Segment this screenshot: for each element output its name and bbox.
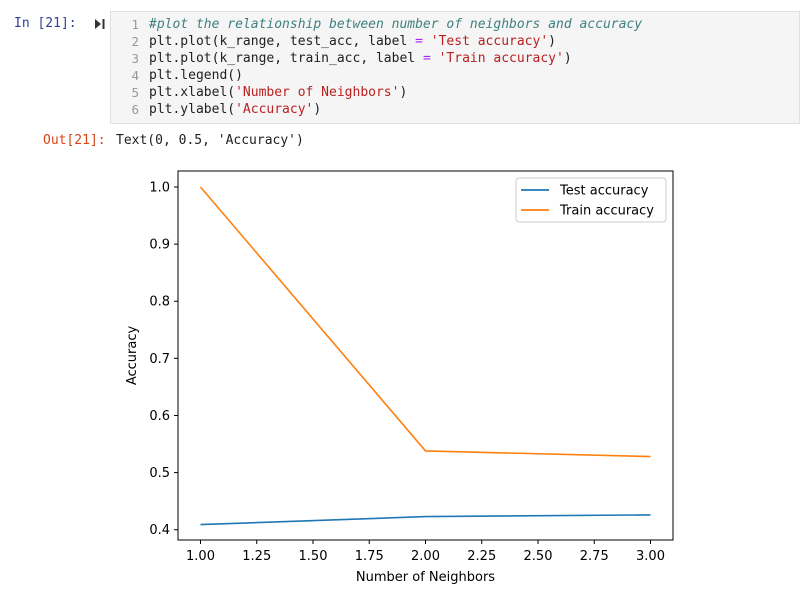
x-tick-label: 2.25 <box>467 549 496 564</box>
legend-label: Train accuracy <box>559 204 654 219</box>
code-token: 'Test accuracy' <box>430 34 549 49</box>
code-token: plt.xlabel( <box>149 85 236 100</box>
legend-label: Test accuracy <box>559 184 649 199</box>
x-tick-label: 1.50 <box>299 549 328 564</box>
x-tick-label: 2.00 <box>411 549 440 564</box>
plot-area <box>178 171 673 540</box>
train-accuracy-line <box>199 186 651 458</box>
x-tick-label: 1.25 <box>242 549 271 564</box>
x-tick-label: 3.00 <box>636 549 665 564</box>
code-token: 'Number of Neighbors' <box>235 85 400 100</box>
legend-box <box>515 177 667 223</box>
code-line: plt.plot(k_range, train_acc, label = 'Tr… <box>149 50 572 67</box>
code-token: 'Train accuracy' <box>438 51 564 66</box>
code-token: plt.plot(k_range, test_acc, label <box>149 34 416 49</box>
input-prompt: In [21]: <box>14 16 77 31</box>
code-token: plt.ylabel( <box>149 102 236 117</box>
legend: Test accuracy Train accuracy <box>515 177 667 223</box>
y-tick-label: 0.9 <box>149 238 170 253</box>
code-line: #plot the relationship between number of… <box>149 16 642 33</box>
y-tick-label: 0.5 <box>149 466 170 481</box>
code-token: = <box>422 51 431 66</box>
y-tick-label: 1.0 <box>149 180 170 195</box>
output-text: Text(0, 0.5, 'Accuracy') <box>116 133 304 148</box>
x-tick-label: 2.75 <box>580 549 609 564</box>
x-tick-label: 1.00 <box>186 549 215 564</box>
test-accuracy-line <box>200 514 651 526</box>
code-line: plt.xlabel('Number of Neighbors') <box>149 84 407 101</box>
line-number: 2 <box>131 34 139 49</box>
code-token: #plot the relationship between number of… <box>149 17 643 32</box>
line-number: 1 <box>131 17 139 32</box>
y-tick-label: 0.8 <box>149 295 170 310</box>
line-number: 4 <box>131 68 139 83</box>
output-prompt: Out[21]: <box>43 133 106 148</box>
plot-frame <box>177 170 674 541</box>
code-line: plt.plot(k_range, test_acc, label = 'Tes… <box>149 33 556 50</box>
x-tick-label: 2.50 <box>524 549 553 564</box>
line-number: 6 <box>131 102 139 117</box>
run-cell-icon[interactable] <box>94 18 106 30</box>
code-token: ) <box>399 85 408 100</box>
y-axis-label: Accuracy <box>125 326 140 386</box>
code-token: = <box>415 34 423 49</box>
x-axis-label: Number of Neighbors <box>356 570 495 585</box>
code-line: plt.ylabel('Accuracy') <box>149 101 321 118</box>
code-token: plt.legend() <box>149 68 243 83</box>
code-token: ) <box>548 34 556 49</box>
code-token: 'Accuracy' <box>235 102 314 117</box>
code-token: ) <box>563 51 572 66</box>
line-number: 5 <box>131 85 139 100</box>
y-tick-label: 0.4 <box>149 523 170 538</box>
x-tick-label: 1.75 <box>355 549 384 564</box>
code-token: plt.plot(k_range, train_acc, label <box>149 51 423 66</box>
y-tick-label: 0.6 <box>149 409 170 424</box>
code-editor[interactable]: 1 2 3 4 5 6 #plot the relationship between nu… <box>110 11 800 124</box>
y-tick-label: 0.7 <box>149 352 170 367</box>
line-number: 3 <box>131 51 139 66</box>
code-line: plt.legend() <box>149 67 243 84</box>
code-token: ) <box>313 102 322 117</box>
